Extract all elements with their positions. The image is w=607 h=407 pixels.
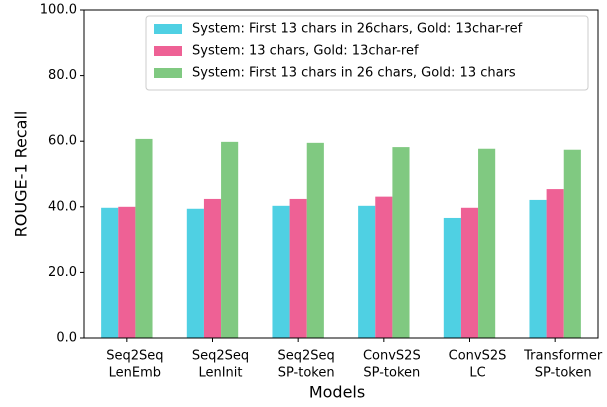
x-tick-label: ConvS2S — [449, 349, 507, 364]
bar — [392, 147, 410, 338]
bar — [186, 208, 204, 338]
bar — [135, 138, 153, 338]
legend-label: System: First 13 chars in 26 chars, Gold… — [192, 66, 516, 81]
bar — [118, 206, 136, 338]
x-tick-label: Seq2Seq — [106, 349, 163, 364]
y-tick-label: 20.0 — [48, 265, 77, 280]
plot-frame — [83, 9, 599, 339]
bar — [478, 148, 496, 338]
x-tick-label: LC — [469, 366, 485, 381]
bar — [289, 198, 307, 338]
legend-swatch — [154, 46, 182, 56]
legend-box — [145, 15, 589, 91]
y-tick-label: 100.0 — [40, 3, 77, 18]
y-tick-label: 0.0 — [56, 331, 77, 346]
legend-swatch — [154, 68, 182, 78]
bar — [101, 207, 119, 338]
bar — [529, 199, 547, 338]
bar — [375, 196, 393, 338]
bar — [272, 205, 290, 338]
y-tick-label: 60.0 — [48, 134, 77, 149]
y-axis-label: ROUGE-1 Recall — [12, 111, 31, 238]
x-axis-label: Models — [309, 383, 365, 402]
x-tick-label: SP-token — [278, 366, 335, 381]
x-tick-label: SP-token — [535, 366, 592, 381]
legend-label: System: 13 chars, Gold: 13char-ref — [192, 44, 419, 59]
x-tick-label: Transformer — [523, 349, 603, 364]
x-tick-label: LenInit — [198, 366, 242, 381]
x-tick-label: Seq2Seq — [278, 349, 335, 364]
legend-swatch — [154, 24, 182, 34]
bar — [546, 189, 564, 338]
y-tick-label: 80.0 — [48, 68, 77, 83]
bar — [306, 142, 324, 338]
x-tick-label: LenEmb — [109, 366, 161, 381]
bar — [460, 207, 479, 338]
bar — [443, 217, 461, 338]
x-tick-label: Seq2Seq — [192, 349, 249, 364]
bar — [203, 198, 222, 338]
x-tick-label: ConvS2S — [363, 349, 421, 364]
x-tick-label: SP-token — [363, 366, 420, 381]
y-tick-label: 40.0 — [48, 199, 77, 214]
bar — [563, 149, 581, 338]
legend-label: System: First 13 chars in 26chars, Gold:… — [192, 22, 523, 37]
bar — [221, 141, 239, 338]
bar — [358, 205, 376, 338]
